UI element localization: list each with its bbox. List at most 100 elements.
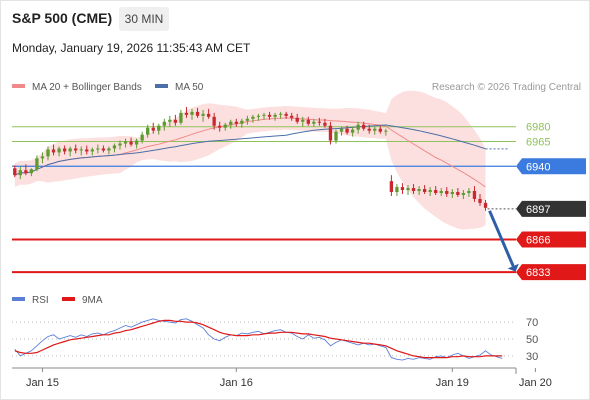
candle-body (467, 191, 471, 193)
osc-legend-label: 9MA (82, 295, 103, 306)
candle-body (295, 117, 299, 122)
candle-body (90, 149, 94, 152)
candle-body (472, 191, 477, 199)
candle-body (373, 128, 377, 131)
candle-body (245, 118, 250, 121)
candle-body (123, 141, 128, 144)
candle-body (184, 112, 189, 115)
level-label-6833: 6833 (526, 267, 550, 279)
ma50-line (14, 124, 486, 176)
osc-legend-swatch (12, 297, 25, 301)
candle-body (395, 187, 399, 193)
candle-body (223, 124, 227, 128)
forecast-arrow-head (507, 263, 519, 272)
candle-body (162, 121, 166, 126)
candle-body (317, 121, 322, 123)
candle-body (400, 187, 405, 191)
candle-body (362, 124, 366, 129)
candle-body (62, 148, 67, 152)
candle-body (18, 170, 22, 176)
legend-swatch (12, 84, 25, 88)
candle-body (406, 188, 410, 191)
candle-body (251, 116, 255, 119)
candle-body (134, 140, 139, 145)
candle-body (179, 112, 183, 123)
candle-body (195, 111, 200, 116)
candle-body (229, 121, 233, 125)
interval-selector[interactable]: 30 MIN (119, 7, 169, 31)
candle-body (378, 128, 382, 132)
candle-body (350, 129, 355, 133)
candle-body (168, 119, 172, 122)
candle-body (96, 148, 100, 150)
osc-tick-label: 30 (526, 351, 538, 363)
watermark: Research © 2026 Trading Central (432, 82, 581, 93)
candle-body (190, 111, 194, 115)
level-tag-6897 (516, 200, 586, 217)
candle-body (140, 134, 144, 141)
candle-body (173, 119, 178, 123)
candle-body (367, 128, 371, 131)
candle-body (51, 149, 56, 153)
level-label-6965: 6965 (526, 137, 550, 149)
candle-body (273, 114, 277, 117)
candle-body (301, 119, 305, 122)
level-label-6980: 6980 (526, 122, 550, 134)
candle-body (129, 141, 133, 145)
bollinger-band (14, 90, 486, 230)
candle-body (428, 190, 432, 193)
candle-body (411, 188, 416, 192)
legend-label: MA 50 (175, 82, 204, 93)
candle-body (306, 119, 310, 124)
candle-body (151, 127, 155, 131)
legend-label: MA 20 + Bollinger Bands (32, 82, 142, 93)
x-tick-label: Jan 15 (26, 377, 59, 389)
candle-body (35, 158, 39, 170)
candle-body (483, 202, 488, 208)
candle-body (267, 114, 272, 117)
candle-body (29, 169, 34, 174)
candle-body (107, 148, 111, 151)
candle-body (157, 125, 161, 131)
candle-body (461, 192, 466, 195)
level-label-6940: 6940 (526, 161, 550, 173)
candle-body (445, 191, 449, 194)
candle-body (118, 143, 122, 146)
candle-body (450, 192, 454, 194)
candle-body (240, 120, 244, 124)
candle-body (146, 127, 150, 135)
level-label-6866: 6866 (526, 234, 550, 246)
chart-title: S&P 500 (CME) (12, 10, 113, 26)
level-tag-6940 (516, 158, 586, 175)
candle-body (13, 168, 17, 176)
x-tick-label: Jan 20 (519, 377, 552, 389)
candle-body (234, 121, 238, 124)
candle-body (24, 170, 28, 174)
timestamp: Monday, January 19, 2026 11:35:43 AM CET (12, 41, 251, 55)
candle-body (339, 128, 344, 132)
candle-body (417, 189, 421, 192)
x-tick-label: Jan 16 (220, 377, 253, 389)
candle-body (46, 149, 50, 157)
candle-body (384, 130, 388, 132)
candle-body (68, 148, 72, 152)
candle-body (79, 149, 83, 151)
candle-body (478, 198, 482, 203)
candle-body (201, 113, 205, 116)
candle-body (422, 189, 427, 193)
osc-line-rsi (14, 318, 503, 361)
osc-line-9ma (14, 319, 503, 359)
candle-body (434, 190, 438, 193)
candle-body (212, 116, 216, 126)
candle-body (112, 145, 117, 149)
candle-body (334, 131, 338, 141)
candle-body (74, 148, 78, 151)
candle-body (290, 115, 294, 118)
osc-legend-swatch (62, 297, 75, 301)
candle-body (345, 128, 349, 133)
legend-swatch (155, 84, 168, 88)
level-tag-6866 (516, 231, 586, 248)
candle-body (218, 125, 222, 128)
candle-body (323, 122, 327, 126)
candle-body (262, 114, 266, 116)
